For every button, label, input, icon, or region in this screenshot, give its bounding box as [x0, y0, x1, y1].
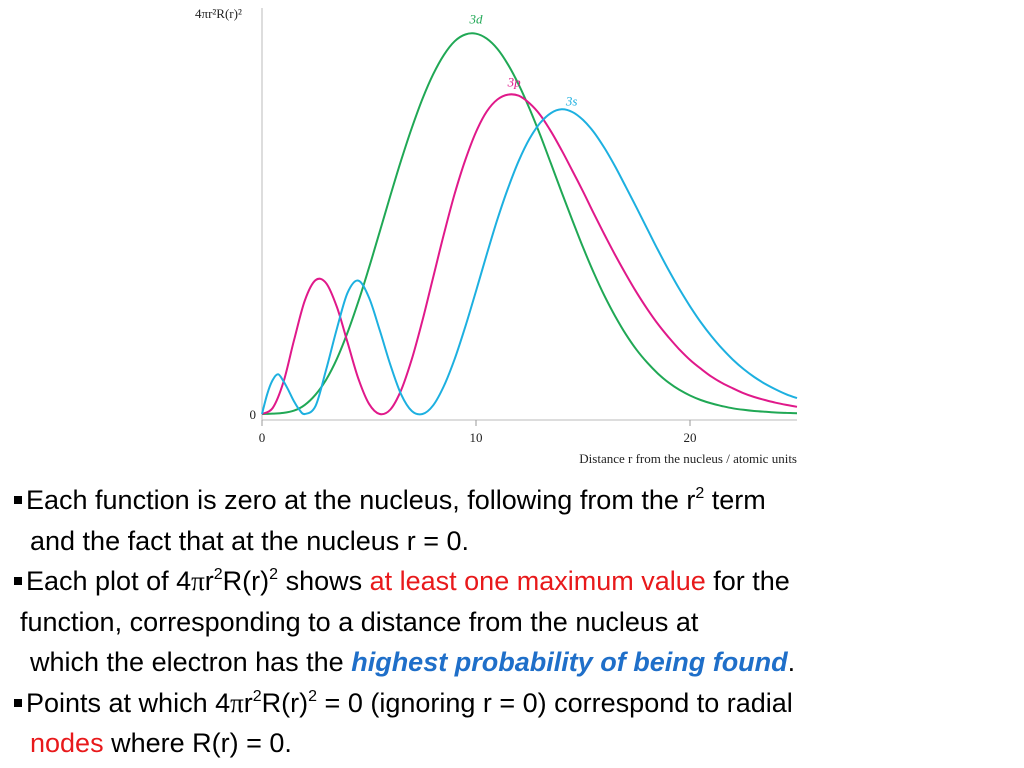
bullet-1-text: Each function is zero at the nucleus, fo… [26, 485, 696, 515]
series-label-3p: 3p [507, 75, 522, 90]
text: R(r) [222, 566, 270, 596]
superscript: 2 [252, 687, 262, 705]
explanation-text: Each function is zero at the nucleus, fo… [14, 480, 1019, 764]
superscript: 2 [213, 566, 223, 583]
bullet-1-cont: and the fact that at the nucleus r = 0. [30, 525, 470, 556]
bullet-3: Points at which 4πr2R(r)2 = 0 (ignoring … [14, 683, 1019, 724]
radial-distribution-chart: 4πr²R(r)² Distance r from the nucleus / … [195, 6, 798, 466]
bullet-marker [14, 577, 22, 585]
text: r [204, 566, 214, 596]
y-axis-label: 4πr²R(r)² [195, 6, 242, 21]
text: = 0 (ignoring r = 0) correspond to radia… [317, 687, 793, 718]
bullet-2-cont-2: which the electron has the highest proba… [14, 642, 1019, 683]
text: where R(r) = 0. [103, 728, 292, 758]
text: R(r) [261, 687, 309, 718]
text: Each plot of 4 [26, 566, 192, 596]
x-tick-label: 20 [684, 430, 697, 445]
pi-symbol: π [191, 566, 205, 596]
superscript: 2 [308, 687, 318, 705]
x-tick-label: 0 [259, 430, 266, 445]
text: shows [278, 566, 370, 596]
text: r [243, 687, 253, 718]
y-tick-label: 0 [250, 407, 257, 422]
x-tick-label: 10 [470, 430, 483, 445]
text: which the electron has the [30, 647, 352, 677]
text: . [787, 647, 796, 677]
pi-symbol: π [230, 687, 244, 718]
text: for the [705, 566, 790, 596]
x-axis-label: Distance r from the nucleus / atomic uni… [579, 451, 797, 466]
bullet-marker [14, 496, 22, 504]
highlight-probability: highest probability of being found [351, 647, 788, 677]
highlight-nodes: nodes [30, 728, 104, 758]
bullet-marker [14, 698, 22, 707]
bullet-2-cont: function, corresponding to a distance fr… [20, 606, 699, 637]
series-label-3d: 3d [469, 12, 484, 27]
series-label-3s: 3s [565, 93, 578, 108]
series-line-3p [261, 93, 798, 416]
bullet-1: Each function is zero at the nucleus, fo… [14, 480, 1019, 521]
bullet-3-cont: nodes where R(r) = 0. [14, 723, 1019, 764]
series-line-3d [261, 32, 798, 415]
text: Points at which 4 [26, 687, 231, 718]
series-line-3s [261, 108, 798, 416]
bullet-1-end: term [704, 485, 766, 515]
highlight-maximum: at least one maximum value [369, 566, 706, 596]
bullet-2: Each plot of 4πr2R(r)2 shows at least on… [14, 561, 1019, 602]
superscript: 2 [269, 566, 279, 583]
superscript: 2 [695, 485, 705, 502]
